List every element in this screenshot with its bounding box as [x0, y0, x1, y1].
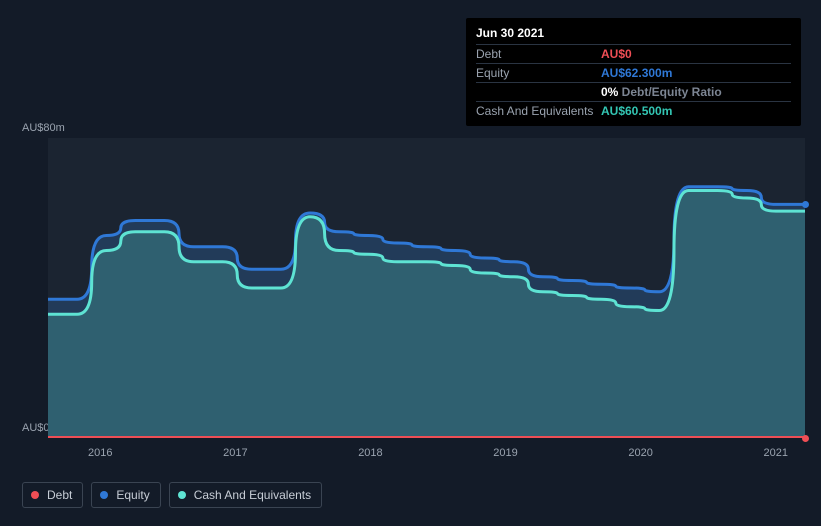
tooltip-row-label: Debt	[476, 47, 601, 61]
tooltip-row: Cash And EquivalentsAU$60.500m	[476, 101, 791, 120]
series-end-dot	[802, 435, 809, 442]
chart-svg	[18, 138, 805, 438]
tooltip-row-value: 0% Debt/Equity Ratio	[601, 85, 722, 99]
legend-label: Debt	[47, 488, 72, 502]
tooltip-row-value: AU$0	[601, 47, 632, 61]
x-axis-label: 2021	[763, 447, 787, 459]
tooltip-row-value: AU$60.500m	[601, 104, 672, 118]
tooltip-row-value: AU$62.300m	[601, 66, 672, 80]
legend-dot-icon	[100, 491, 108, 499]
y-axis-label: AU$80m	[22, 122, 65, 134]
tooltip-row: DebtAU$0	[476, 44, 791, 63]
legend-item[interactable]: Debt	[22, 482, 83, 508]
series-end-dot	[802, 201, 809, 208]
tooltip-date: Jun 30 2021	[476, 24, 791, 44]
x-axis: 2016 2017 2018 2019 2020 2021	[88, 447, 788, 459]
legend: Debt Equity Cash And Equivalents	[22, 482, 322, 508]
legend-dot-icon	[178, 491, 186, 499]
chart-plot-area	[18, 138, 805, 438]
tooltip-row: EquityAU$62.300m	[476, 63, 791, 82]
x-axis-label: 2018	[358, 447, 382, 459]
tooltip-row-label	[476, 85, 601, 99]
x-axis-label: 2019	[493, 447, 517, 459]
legend-label: Equity	[116, 488, 149, 502]
x-axis-label: 2020	[628, 447, 652, 459]
legend-dot-icon	[31, 491, 39, 499]
tooltip-row: 0% Debt/Equity Ratio	[476, 82, 791, 101]
legend-item[interactable]: Cash And Equivalents	[169, 482, 322, 508]
tooltip-row-label: Cash And Equivalents	[476, 104, 601, 118]
tooltip-box: Jun 30 2021 DebtAU$0EquityAU$62.300m0% D…	[466, 18, 801, 126]
legend-label: Cash And Equivalents	[194, 488, 311, 502]
x-axis-label: 2016	[88, 447, 112, 459]
x-axis-label: 2017	[223, 447, 247, 459]
tooltip-row-label: Equity	[476, 66, 601, 80]
legend-item[interactable]: Equity	[91, 482, 160, 508]
